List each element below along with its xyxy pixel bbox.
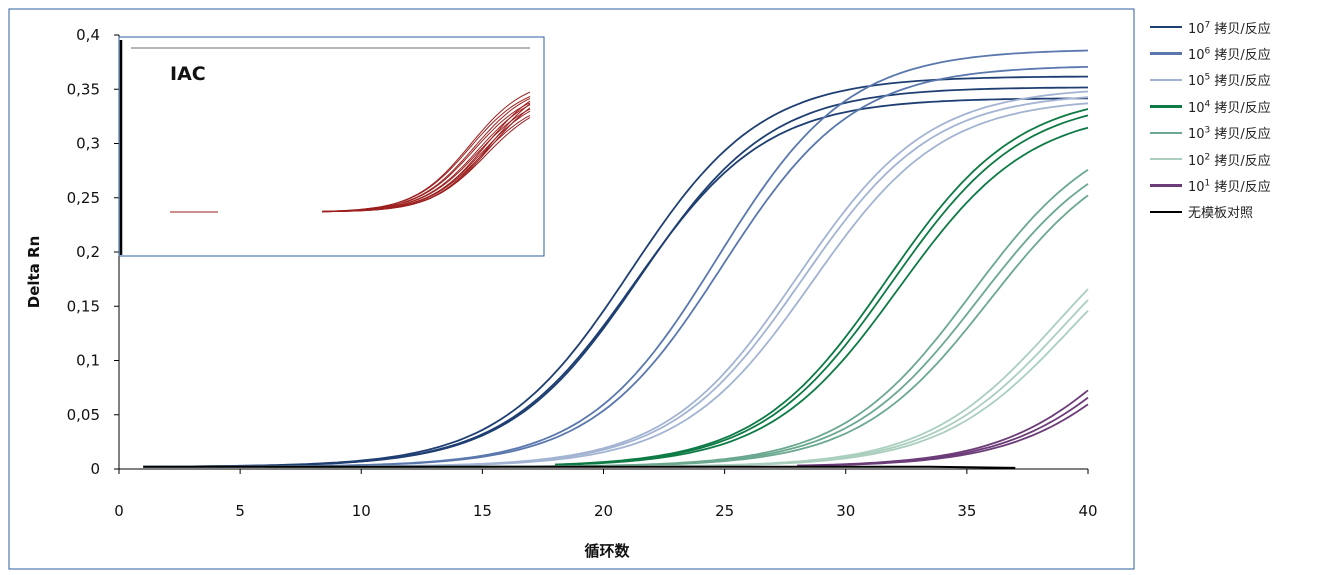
x-tick-label: 0	[114, 502, 124, 520]
legend-label-base: 10	[1188, 48, 1205, 64]
legend-label-text: 拷贝/反应	[1210, 127, 1271, 143]
main-series-group	[143, 49, 1089, 469]
legend-item: 102 拷贝/反应	[1150, 146, 1325, 172]
legend-label-base: 10	[1188, 21, 1205, 37]
series-line-0-rep-2	[143, 97, 1088, 468]
series-line-3-rep-1	[554, 114, 1089, 466]
inset-title: IAC	[170, 63, 206, 85]
legend-label-base: 10	[1188, 74, 1205, 90]
legend-label-base: 10	[1188, 180, 1205, 196]
legend-label: 105 拷贝/反应	[1188, 70, 1271, 89]
legend-label-exponent: 3	[1204, 125, 1211, 136]
legend-label-base: 10	[1188, 153, 1205, 169]
legend-swatch	[1150, 78, 1182, 82]
inset-curve	[321, 107, 531, 213]
legend-label-text: 拷贝/反应	[1210, 48, 1271, 64]
y-tick-label: 0,35	[67, 80, 100, 98]
inset-border	[118, 36, 545, 257]
x-tick-label: 30	[836, 502, 855, 520]
x-tick-label: 20	[594, 502, 613, 520]
legend-label: 103 拷贝/反应	[1188, 123, 1271, 142]
x-axis-title: 循环数	[584, 542, 630, 560]
legend-swatch	[1150, 52, 1182, 55]
series-line-ntc	[143, 465, 1016, 469]
legend-item: 105 拷贝/反应	[1150, 67, 1325, 93]
legend-label: 104 拷贝/反应	[1188, 97, 1271, 116]
legend-label-exponent: 2	[1204, 152, 1211, 163]
series-line-6-rep-2	[797, 403, 1089, 467]
y-tick-label: 0	[90, 460, 100, 478]
chart-legend: 107 拷贝/反应 106 拷贝/反应 105 拷贝/反应 104 拷贝/反应 103 …	[1150, 14, 1325, 225]
legend-label-exponent: 4	[1204, 99, 1211, 110]
inset-series-group	[170, 91, 531, 213]
y-tick-label: 0,4	[76, 26, 100, 44]
legend-label-text: 拷贝/反应	[1210, 74, 1271, 90]
legend-label-base: 10	[1188, 127, 1205, 143]
y-tick-label: 0,3	[76, 135, 100, 153]
legend-item: 无模板对照	[1150, 199, 1325, 225]
x-tick-label: 40	[1078, 502, 1097, 520]
x-tick-label: 5	[235, 502, 245, 520]
legend-item: 106 拷贝/反应	[1150, 40, 1325, 66]
legend-swatch	[1150, 157, 1182, 161]
legend-label: 101 拷贝/反应	[1188, 176, 1271, 195]
iac-inset-chart: IAC	[118, 36, 545, 257]
legend-item: 104 拷贝/反应	[1150, 93, 1325, 119]
legend-label: 107 拷贝/反应	[1188, 18, 1271, 37]
series-line-3-rep-2	[554, 126, 1089, 466]
legend-label: 102 拷贝/反应	[1188, 150, 1271, 169]
main-axes: 0 5 10 15 20 25 30 35 40 0 0,05 0,1 0,15 0,2 0,25 0,3 0,…	[67, 26, 1098, 520]
y-tick-label: 0,2	[76, 243, 100, 261]
legend-label-exponent: 1	[1204, 178, 1211, 189]
legend-item: 103 拷贝/反应	[1150, 120, 1325, 146]
legend-label-base: 无模板对照	[1188, 206, 1254, 222]
legend-item: 101 拷贝/反应	[1150, 172, 1325, 198]
legend-label-exponent: 6	[1204, 46, 1211, 57]
y-tick-label: 0,15	[67, 297, 100, 315]
legend-swatch	[1150, 131, 1182, 134]
x-tick-label: 25	[715, 502, 734, 520]
legend-swatch	[1150, 210, 1182, 214]
legend-label-text: 拷贝/反应	[1210, 153, 1271, 169]
x-tick-label: 10	[352, 502, 371, 520]
x-tick-label: 15	[473, 502, 492, 520]
legend-swatch	[1150, 105, 1182, 108]
y-tick-label: 0,25	[67, 189, 100, 207]
legend-label-text: 拷贝/反应	[1210, 180, 1271, 196]
legend-label-exponent: 7	[1204, 20, 1211, 31]
legend-label-exponent: 5	[1204, 73, 1211, 84]
legend-label-text: 拷贝/反应	[1210, 100, 1271, 116]
legend-item: 107 拷贝/反应	[1150, 14, 1325, 40]
y-axis-title: Delta Rn	[25, 236, 43, 309]
legend-label-text: 拷贝/反应	[1210, 21, 1271, 37]
legend-label: 无模板对照	[1188, 202, 1253, 221]
legend-label-base: 10	[1188, 100, 1205, 116]
legend-swatch	[1150, 25, 1182, 29]
y-tick-label: 0,1	[76, 352, 100, 370]
y-tick-label: 0,05	[67, 406, 100, 424]
legend-swatch	[1150, 184, 1182, 187]
x-tick-label: 35	[957, 502, 976, 520]
legend-label: 106 拷贝/反应	[1188, 44, 1271, 63]
